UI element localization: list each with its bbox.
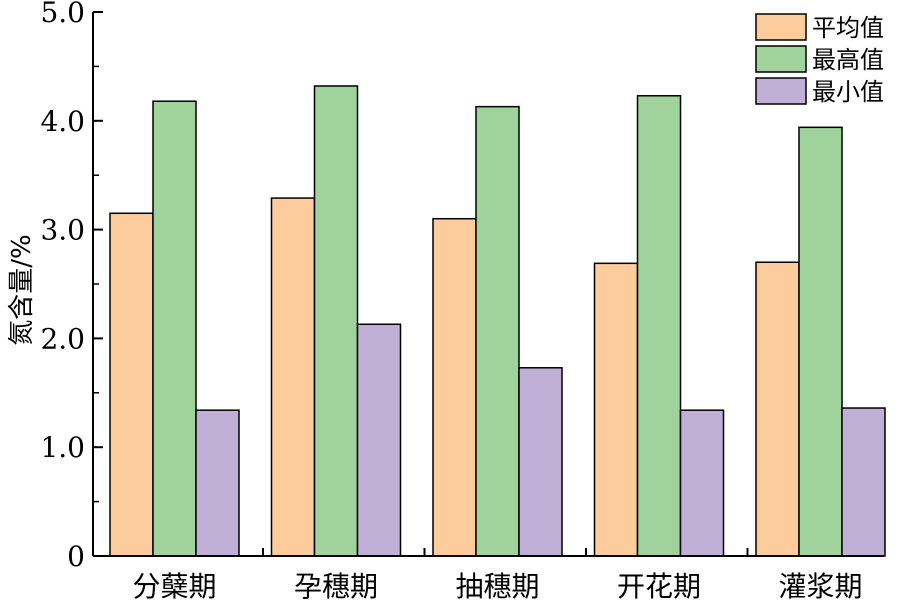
bar-3-2 — [356, 323, 402, 557]
bar-2-2 — [313, 85, 359, 557]
bar-1-4 — [593, 262, 639, 557]
bar-1-1 — [109, 212, 154, 557]
y-ticks-group: 0 1.0 2.0 3.0 4.0 5.0 — [40, 0, 103, 573]
legend-label: 平均值 — [812, 14, 884, 42]
x-category-label: 抽穗期 — [455, 570, 539, 603]
bar-2-3 — [475, 105, 520, 557]
y-tick-label: 3.0 — [40, 214, 85, 247]
y-tick-label: 1.0 — [40, 431, 85, 464]
x-ticks-group: 分蘖期 孕穗期 抽穗期 开花期 灌浆期 — [132, 548, 863, 603]
legend-swatch — [755, 13, 807, 41]
x-category-label: 孕穗期 — [294, 570, 378, 603]
y-tick-label: 5.0 — [40, 0, 85, 29]
x-category-label: 开花期 — [617, 570, 701, 603]
legend-swatch — [755, 45, 807, 73]
x-category-label: 分蘖期 — [132, 570, 216, 603]
bar-2-4 — [636, 95, 682, 557]
bar-3-3 — [518, 367, 563, 557]
y-tick-label: 2.0 — [40, 322, 85, 355]
bar-1-3 — [432, 217, 477, 557]
legend-label: 最高值 — [812, 46, 884, 74]
legend-swatch — [755, 77, 807, 105]
bars-group — [109, 85, 886, 557]
y-tick-label: 4.0 — [40, 105, 85, 138]
bar-2-1 — [152, 100, 197, 557]
bar-3-4 — [679, 409, 725, 557]
bar-1-2 — [270, 197, 316, 557]
y-axis-title: 氮含量/% — [7, 234, 37, 345]
bar-3-5 — [841, 407, 886, 557]
legend-label: 最小值 — [812, 78, 884, 106]
bar-1-5 — [755, 261, 800, 557]
y-tick-label: 0 — [67, 540, 85, 573]
bar-3-1 — [195, 409, 240, 557]
x-category-label: 灌浆期 — [778, 570, 862, 603]
bar-2-5 — [798, 126, 843, 557]
